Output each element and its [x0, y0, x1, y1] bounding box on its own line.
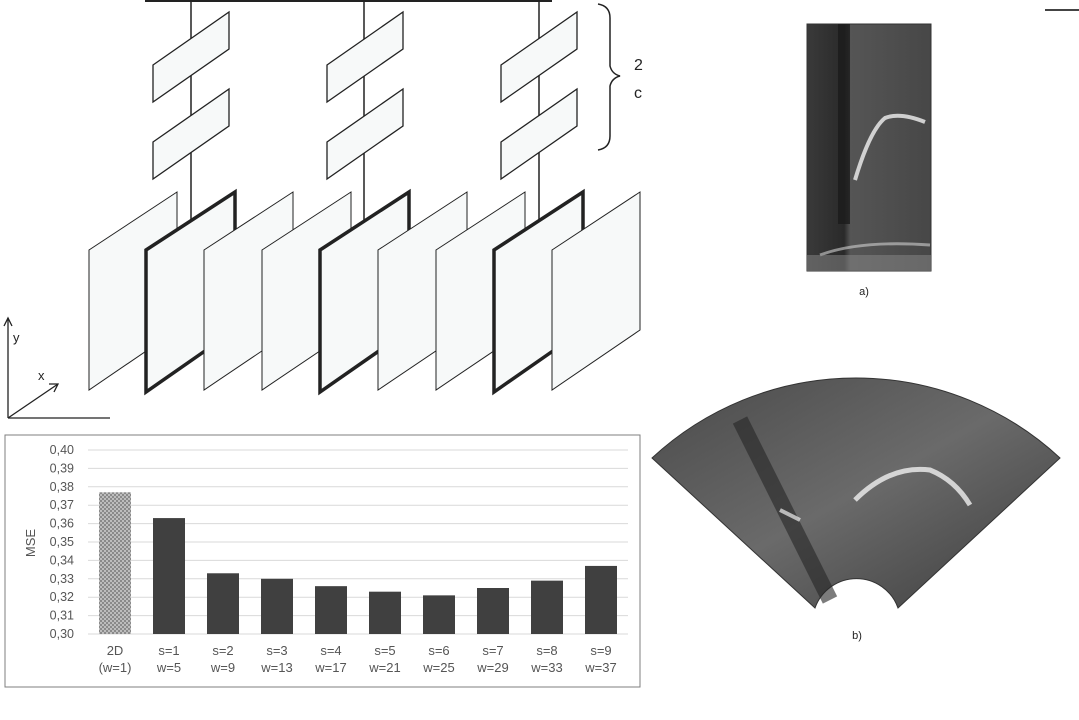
x-tick-label: w=33 — [530, 660, 562, 675]
layer-box — [500, 10, 578, 104]
y-tick-labels: 0,40 0,39 0,38 0,37 0,36 0,35 0,34 0,33 0,32 0,31… — [50, 443, 74, 641]
layer-box — [500, 87, 578, 181]
x-tick-labels: 2D (w=1) s=1 w=5 s=2 w=9 s=3 w=13 s=4 w=17 s=5 w=21… — [99, 643, 617, 675]
frame — [551, 191, 641, 391]
x-tick-label: w=25 — [422, 660, 454, 675]
bar — [585, 565, 617, 634]
y-tick-label: 0,36 — [50, 517, 74, 531]
y-tick-label: 0,38 — [50, 480, 74, 494]
bar — [423, 595, 455, 634]
y-tick-label: 0,30 — [50, 627, 74, 641]
bar — [99, 492, 131, 634]
ultrasound-image-a — [806, 23, 932, 272]
x-tick-label: w=37 — [584, 660, 616, 675]
bar — [153, 518, 185, 634]
x-tick-label: s=8 — [536, 643, 557, 658]
x-tick-label: s=3 — [266, 643, 287, 658]
y-tick-label: 0,35 — [50, 535, 74, 549]
x-tick-label: s=2 — [212, 643, 233, 658]
bars — [99, 492, 617, 634]
x-tick-label: w=5 — [156, 660, 181, 675]
architecture-diagram — [3, 0, 641, 419]
brace — [597, 3, 621, 151]
ultrasound-image-b — [651, 377, 1061, 609]
y-tick-label: 0,33 — [50, 572, 74, 586]
coordinate-axes — [3, 316, 110, 419]
x-tick-label: s=6 — [428, 643, 449, 658]
bar — [315, 586, 347, 634]
y-tick-label: 0,39 — [50, 461, 74, 475]
x-tick-label: s=1 — [158, 643, 179, 658]
x-tick-label: s=9 — [590, 643, 611, 658]
bar — [369, 591, 401, 634]
y-tick-label: 0,34 — [50, 553, 74, 567]
x-tick-label: w=17 — [314, 660, 346, 675]
layer-box — [326, 87, 404, 181]
bar — [477, 588, 509, 634]
layer-column-3 — [500, 1, 578, 240]
x-tick-label: w=29 — [476, 660, 508, 675]
brace-fragment-2: c — [634, 85, 642, 102]
x-tick-label: 2D — [107, 643, 124, 658]
axis-label-x: x — [38, 368, 45, 383]
y-tick-label: 0,37 — [50, 498, 74, 512]
bar — [531, 580, 563, 634]
x-tick-label: w=13 — [260, 660, 292, 675]
layer-box — [326, 10, 404, 104]
caption-a: a) — [859, 286, 869, 298]
y-axis-label: MSE — [23, 529, 38, 558]
y-tick-label: 0,31 — [50, 609, 74, 623]
caption-b: b) — [852, 630, 862, 642]
x-tick-label: s=7 — [482, 643, 503, 658]
x-tick-label: (w=1) — [99, 660, 132, 675]
brace-fragment-1: 2 — [634, 57, 643, 74]
layer-box — [152, 10, 230, 104]
x-tick-label: s=5 — [374, 643, 395, 658]
axis-label-y: y — [13, 330, 20, 345]
y-tick-label: 0,40 — [50, 443, 74, 457]
y-tick-label: 0,32 — [50, 590, 74, 604]
frame-stack — [88, 188, 641, 396]
x-tick-label: s=4 — [320, 643, 341, 658]
layer-column-1 — [152, 1, 230, 240]
mse-bar-chart: 0,40 0,39 0,38 0,37 0,36 0,35 0,34 0,33 0,32 0,31… — [4, 434, 641, 688]
bar — [207, 573, 239, 634]
bar — [261, 578, 293, 634]
layer-column-2 — [326, 1, 404, 240]
x-tick-label: w=21 — [368, 660, 400, 675]
layer-box — [152, 87, 230, 181]
x-tick-label: w=9 — [210, 660, 235, 675]
